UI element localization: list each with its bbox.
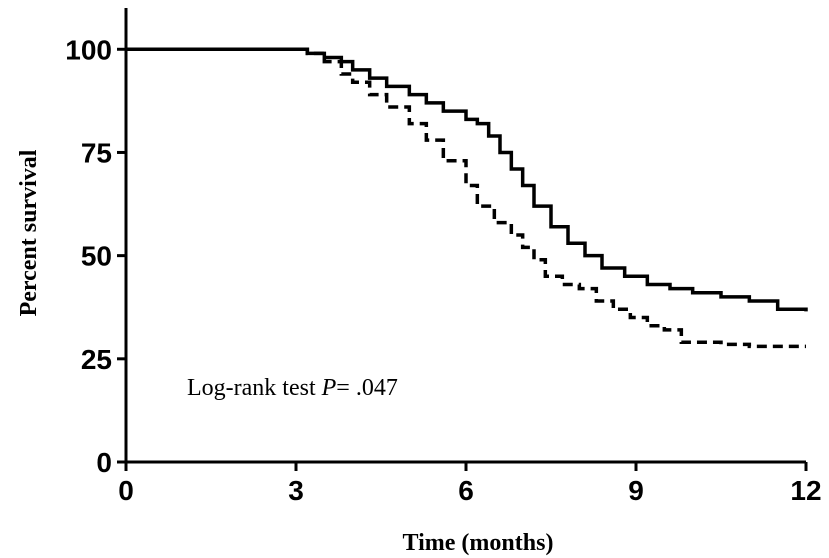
annotation-p-symbol: P [321, 375, 337, 401]
survival-curve-dashed [126, 47, 806, 349]
y-axis-title: Percent survival [16, 149, 42, 316]
series-group [126, 47, 808, 349]
x-axis-title: Time (months) [403, 530, 554, 556]
x-tick-label: 6 [458, 475, 474, 506]
survival-curve-solid [126, 47, 808, 312]
y-tick-label: 0 [96, 447, 112, 478]
x-tick-label: 9 [628, 475, 644, 506]
x-tick-label: 12 [790, 475, 821, 506]
y-tick-label: 50 [81, 241, 112, 272]
x-tick-label: 0 [118, 475, 134, 506]
y-tick-label: 100 [65, 34, 112, 65]
x-tick-label: 3 [288, 475, 304, 506]
annotation-prefix: Log-rank test [187, 375, 322, 401]
ticks-group: 0 3 6 9 12 0 25 50 75 100 [65, 34, 821, 506]
y-tick-label: 25 [81, 344, 112, 375]
annotation-p-value: = .047 [336, 375, 398, 401]
log-rank-annotation: Log-rank test P= .047 [187, 375, 398, 401]
y-tick-label: 75 [81, 137, 112, 168]
